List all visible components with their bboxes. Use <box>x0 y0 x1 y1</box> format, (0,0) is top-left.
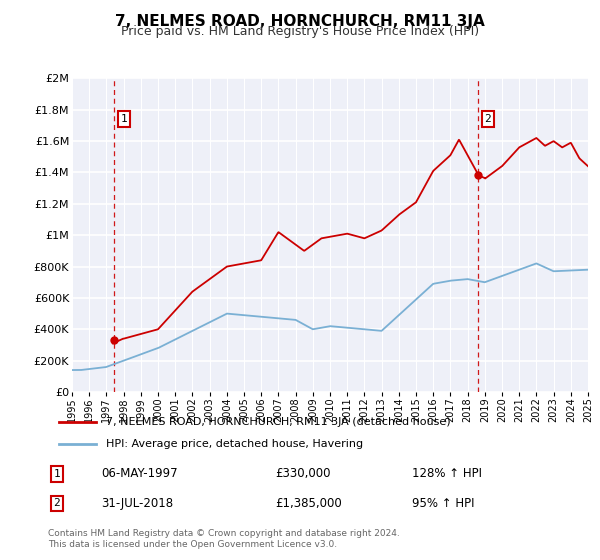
Text: £330,000: £330,000 <box>275 468 331 480</box>
Text: 1: 1 <box>53 469 60 479</box>
Text: 2: 2 <box>485 114 491 124</box>
Text: 06-MAY-1997: 06-MAY-1997 <box>101 468 178 480</box>
Text: Price paid vs. HM Land Registry's House Price Index (HPI): Price paid vs. HM Land Registry's House … <box>121 25 479 38</box>
Text: 1: 1 <box>121 114 127 124</box>
Text: 95% ↑ HPI: 95% ↑ HPI <box>412 497 475 510</box>
Text: 31-JUL-2018: 31-JUL-2018 <box>101 497 173 510</box>
Text: £1,385,000: £1,385,000 <box>275 497 342 510</box>
Text: 7, NELMES ROAD, HORNCHURCH, RM11 3JA (detached house): 7, NELMES ROAD, HORNCHURCH, RM11 3JA (de… <box>106 417 451 427</box>
Text: Contains HM Land Registry data © Crown copyright and database right 2024.
This d: Contains HM Land Registry data © Crown c… <box>48 529 400 549</box>
Text: 128% ↑ HPI: 128% ↑ HPI <box>412 468 482 480</box>
Text: 2: 2 <box>53 498 60 508</box>
Text: 7, NELMES ROAD, HORNCHURCH, RM11 3JA: 7, NELMES ROAD, HORNCHURCH, RM11 3JA <box>115 14 485 29</box>
Text: HPI: Average price, detached house, Havering: HPI: Average price, detached house, Have… <box>106 438 363 449</box>
